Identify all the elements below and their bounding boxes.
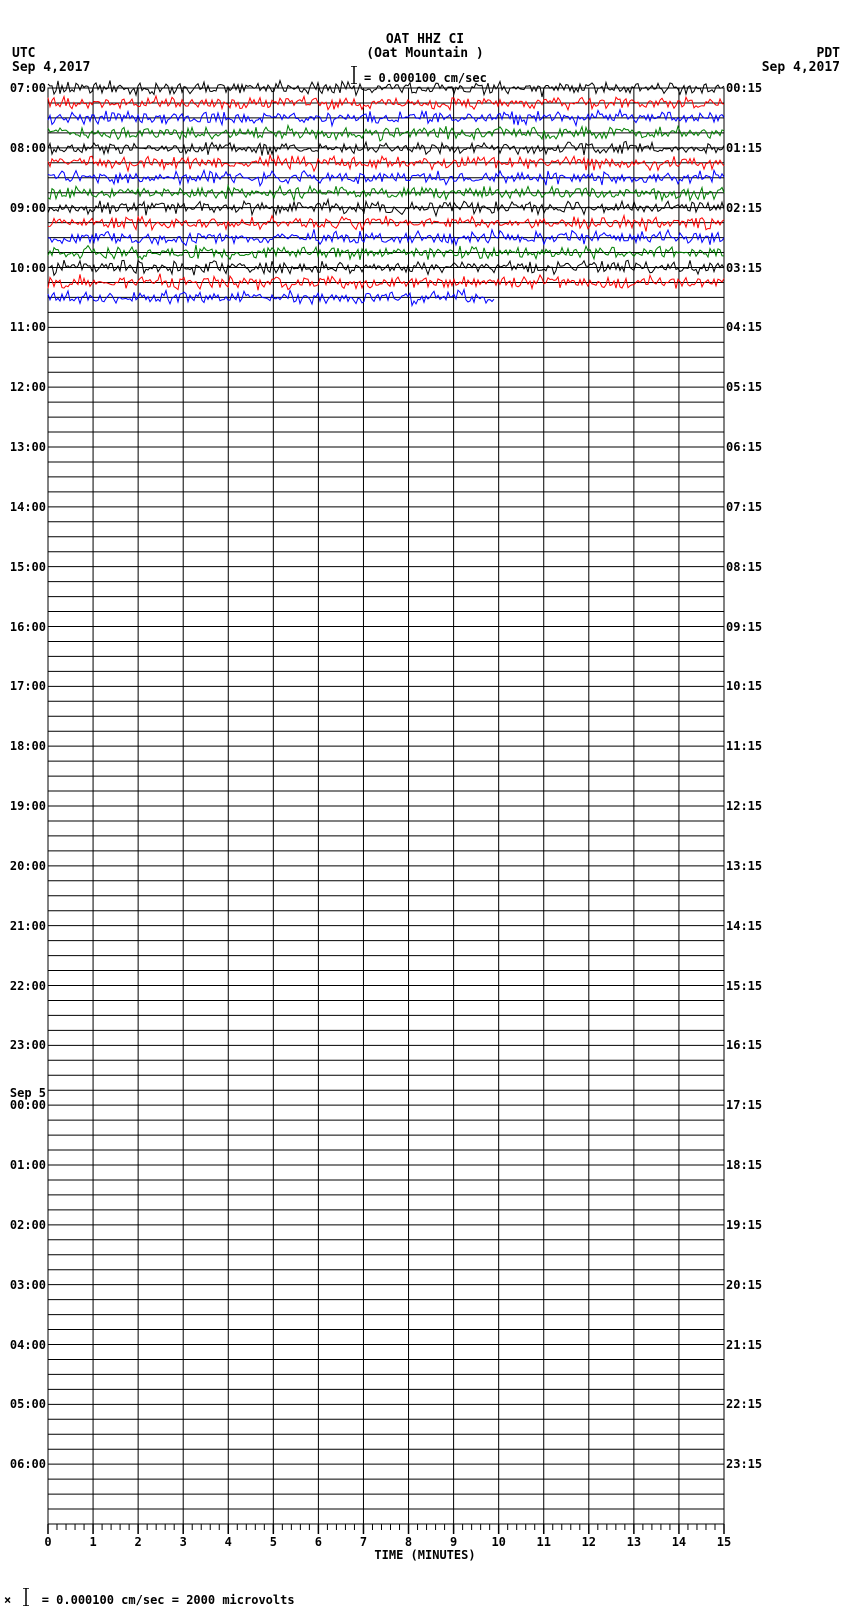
right-time-label: 20:15: [726, 1278, 762, 1292]
left-time-label: 07:00: [10, 81, 46, 95]
left-time-label: 12:00: [10, 380, 46, 394]
svg-text:7: 7: [360, 1535, 367, 1549]
helicorder-container: OAT HHZ CI (Oat Mountain ) = 0.000100 cm…: [0, 0, 850, 1613]
left-time-label: 17:00: [10, 679, 46, 693]
right-time-label: 10:15: [726, 679, 762, 693]
left-time-label: 22:00: [10, 979, 46, 993]
right-time-label: 14:15: [726, 919, 762, 933]
svg-text:3: 3: [180, 1535, 187, 1549]
right-time-label: 11:15: [726, 739, 762, 753]
footer-scale: × = 0.000100 cm/sec = 2000 microvolts: [4, 1586, 295, 1607]
right-time-label: 06:15: [726, 440, 762, 454]
left-time-label: 08:00: [10, 141, 46, 155]
right-time-label: 23:15: [726, 1457, 762, 1471]
left-time-label: 04:00: [10, 1338, 46, 1352]
right-time-label: 04:15: [726, 320, 762, 334]
left-time-label: 05:00: [10, 1397, 46, 1411]
left-time-label: 18:00: [10, 739, 46, 753]
right-time-label: 12:15: [726, 799, 762, 813]
right-time-label: 00:15: [726, 81, 762, 95]
svg-text:10: 10: [491, 1535, 505, 1549]
right-time-label: 15:15: [726, 979, 762, 993]
left-time-label: 10:00: [10, 261, 46, 275]
right-time-label: 08:15: [726, 560, 762, 574]
left-time-label: 23:00: [10, 1038, 46, 1052]
svg-text:0: 0: [44, 1535, 51, 1549]
left-time-label: 13:00: [10, 440, 46, 454]
right-time-label: 16:15: [726, 1038, 762, 1052]
helicorder-plot: 0123456789101112131415: [0, 0, 850, 1580]
right-time-label: 03:15: [726, 261, 762, 275]
right-time-label: 07:15: [726, 500, 762, 514]
right-time-label: 05:15: [726, 380, 762, 394]
svg-text:4: 4: [225, 1535, 232, 1549]
left-time-label: 00:00: [10, 1098, 46, 1112]
svg-text:11: 11: [537, 1535, 551, 1549]
svg-text:8: 8: [405, 1535, 412, 1549]
svg-text:2: 2: [135, 1535, 142, 1549]
svg-text:15: 15: [717, 1535, 731, 1549]
right-time-label: 13:15: [726, 859, 762, 873]
left-time-label: 14:00: [10, 500, 46, 514]
left-time-label: 02:00: [10, 1218, 46, 1232]
x-axis-label: TIME (MINUTES): [0, 1548, 850, 1562]
svg-text:5: 5: [270, 1535, 277, 1549]
left-time-label: 15:00: [10, 560, 46, 574]
right-time-label: 01:15: [726, 141, 762, 155]
left-time-label: 19:00: [10, 799, 46, 813]
left-time-label: 03:00: [10, 1278, 46, 1292]
right-time-label: 21:15: [726, 1338, 762, 1352]
svg-text:13: 13: [627, 1535, 641, 1549]
svg-text:6: 6: [315, 1535, 322, 1549]
right-time-label: 17:15: [726, 1098, 762, 1112]
left-time-label: 09:00: [10, 201, 46, 215]
right-time-label: 09:15: [726, 620, 762, 634]
svg-text:14: 14: [672, 1535, 686, 1549]
left-time-label: 20:00: [10, 859, 46, 873]
svg-text:12: 12: [582, 1535, 596, 1549]
left-time-label: 01:00: [10, 1158, 46, 1172]
left-time-label: 16:00: [10, 620, 46, 634]
svg-text:9: 9: [450, 1535, 457, 1549]
svg-text:1: 1: [89, 1535, 96, 1549]
right-time-label: 18:15: [726, 1158, 762, 1172]
left-time-label: 06:00: [10, 1457, 46, 1471]
left-time-label: 11:00: [10, 320, 46, 334]
right-time-label: 02:15: [726, 201, 762, 215]
right-time-label: 19:15: [726, 1218, 762, 1232]
left-time-label: 21:00: [10, 919, 46, 933]
right-time-label: 22:15: [726, 1397, 762, 1411]
